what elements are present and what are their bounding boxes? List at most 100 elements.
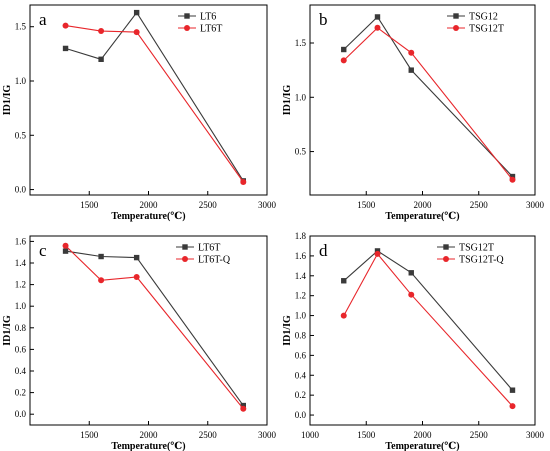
series-TSG12 <box>341 14 516 180</box>
x-axis-label: Temperature(℃) <box>385 211 459 222</box>
panel-label: b <box>319 10 328 29</box>
legend-marker <box>182 244 188 250</box>
data-point <box>374 250 381 257</box>
y-tick-label: 1.5 <box>295 38 307 48</box>
plot-frame <box>29 4 268 196</box>
chart-panel-a: 1500 2000 2500 3000 0.0 0.5 1.0 1.5 Temperature(… <box>2 4 277 222</box>
x-axis-label: Temperature(℃) <box>111 441 185 451</box>
x-tick-label: 2500 <box>470 200 489 210</box>
legend-label: LT6 <box>200 12 216 23</box>
x-tick-label: 3000 <box>526 200 545 210</box>
x-tick-label: 2000 <box>414 430 433 440</box>
series-line <box>65 25 244 183</box>
data-point <box>341 278 347 284</box>
legend-marker <box>184 13 190 19</box>
panel-label: a <box>39 10 47 29</box>
x-tick-label: 1500 <box>80 430 99 440</box>
data-point <box>62 22 69 29</box>
y-tick-label: 1.8 <box>295 231 307 241</box>
series-TSG12T <box>340 24 516 183</box>
data-point <box>240 405 247 412</box>
series-line <box>343 250 513 391</box>
y-tick-label: 0.8 <box>15 323 27 333</box>
data-point <box>340 312 347 319</box>
data-point <box>374 14 381 20</box>
y-tick-label: 1.6 <box>295 251 307 261</box>
legend-entry: LT6T-Q <box>176 255 231 266</box>
legend-marker <box>443 256 449 262</box>
legend-entry: TSG12 <box>447 12 498 23</box>
series-LT6T <box>62 248 246 409</box>
legend-entry: LT6 <box>178 12 216 23</box>
y-tick-label: 0.2 <box>295 390 306 400</box>
series-LT6T <box>62 22 247 185</box>
series-line <box>343 27 513 181</box>
y-tick-label: 1.6 <box>15 236 27 246</box>
data-point <box>62 248 69 254</box>
legend-label: LT6T <box>200 24 222 35</box>
data-point <box>340 57 347 64</box>
y-tick-label: 1.4 <box>295 271 307 281</box>
x-tick-label: 2500 <box>470 430 489 440</box>
legend-entry: TSG12T <box>447 24 504 35</box>
legend-entry: TSG12T <box>437 243 494 254</box>
x-tick-label: 1000 <box>301 430 320 440</box>
data-point <box>408 291 415 298</box>
y-tick-label: 1.2 <box>295 291 306 301</box>
legend-label: TSG12T-Q <box>459 255 504 266</box>
x-tick-label: 3000 <box>258 200 277 210</box>
x-tick-label: 2500 <box>199 200 218 210</box>
data-point <box>509 173 516 180</box>
y-tick-label: 0.6 <box>295 350 307 360</box>
legend-label: TSG12 <box>469 12 498 23</box>
y-tick-label: 0.8 <box>295 330 307 340</box>
y-axis-label: ID1/IG <box>2 84 13 115</box>
legend-marker <box>182 256 188 262</box>
series-LT6 <box>62 9 246 184</box>
legend-label: LT6T <box>198 243 220 254</box>
data-point <box>509 387 516 393</box>
data-point <box>408 67 414 73</box>
x-tick-label: 1500 <box>357 430 376 440</box>
panel-label: d <box>319 241 328 260</box>
chart-panel-d: 1000 1500 2000 2500 3000 0.0 0.2 0.4 0.6 0.8 1.0 1.… <box>282 231 545 451</box>
panel-label: c <box>39 241 47 260</box>
y-tick-label: 1.0 <box>295 311 307 321</box>
y-tick-label: 0.5 <box>15 130 27 140</box>
data-point <box>98 56 104 62</box>
y-tick-label: 1.0 <box>15 301 27 311</box>
legend-entry: LT6T <box>176 243 220 254</box>
legend-marker <box>184 25 190 31</box>
series-line <box>65 11 244 182</box>
chart-panel-b: 1500 2000 2500 3000 0.5 1.0 1.5 Temperature(℃) I… <box>282 4 545 222</box>
data-point <box>133 9 140 16</box>
data-point <box>98 253 104 260</box>
series-TSG12T <box>341 248 516 393</box>
data-point <box>509 403 516 410</box>
data-point <box>62 242 69 249</box>
legend-marker <box>453 25 459 31</box>
data-point <box>240 402 246 409</box>
y-tick-label: 0.6 <box>15 344 27 354</box>
x-tick-label: 2000 <box>414 200 433 210</box>
data-point <box>98 277 105 284</box>
y-axis-label: ID1/IG <box>282 315 293 346</box>
y-tick-label: 0.4 <box>295 370 307 380</box>
data-point <box>341 46 347 53</box>
y-tick-label: 0.0 <box>15 185 27 195</box>
y-tick-label: 1.4 <box>15 258 27 268</box>
y-tick-label: 0.0 <box>295 410 307 420</box>
series-line <box>65 245 244 410</box>
x-tick-label: 1500 <box>80 200 99 210</box>
y-axis-label: ID1/IG <box>282 84 293 115</box>
data-point <box>62 45 69 52</box>
y-axis-label: ID1/IG <box>2 315 13 346</box>
data-point <box>374 24 381 31</box>
data-point <box>408 49 415 56</box>
y-tick-label: 1.0 <box>15 76 27 86</box>
x-tick-label: 2000 <box>140 200 159 210</box>
data-point <box>133 29 140 36</box>
legend-entry: LT6T <box>178 24 222 35</box>
legend-label: LT6T-Q <box>198 255 231 266</box>
